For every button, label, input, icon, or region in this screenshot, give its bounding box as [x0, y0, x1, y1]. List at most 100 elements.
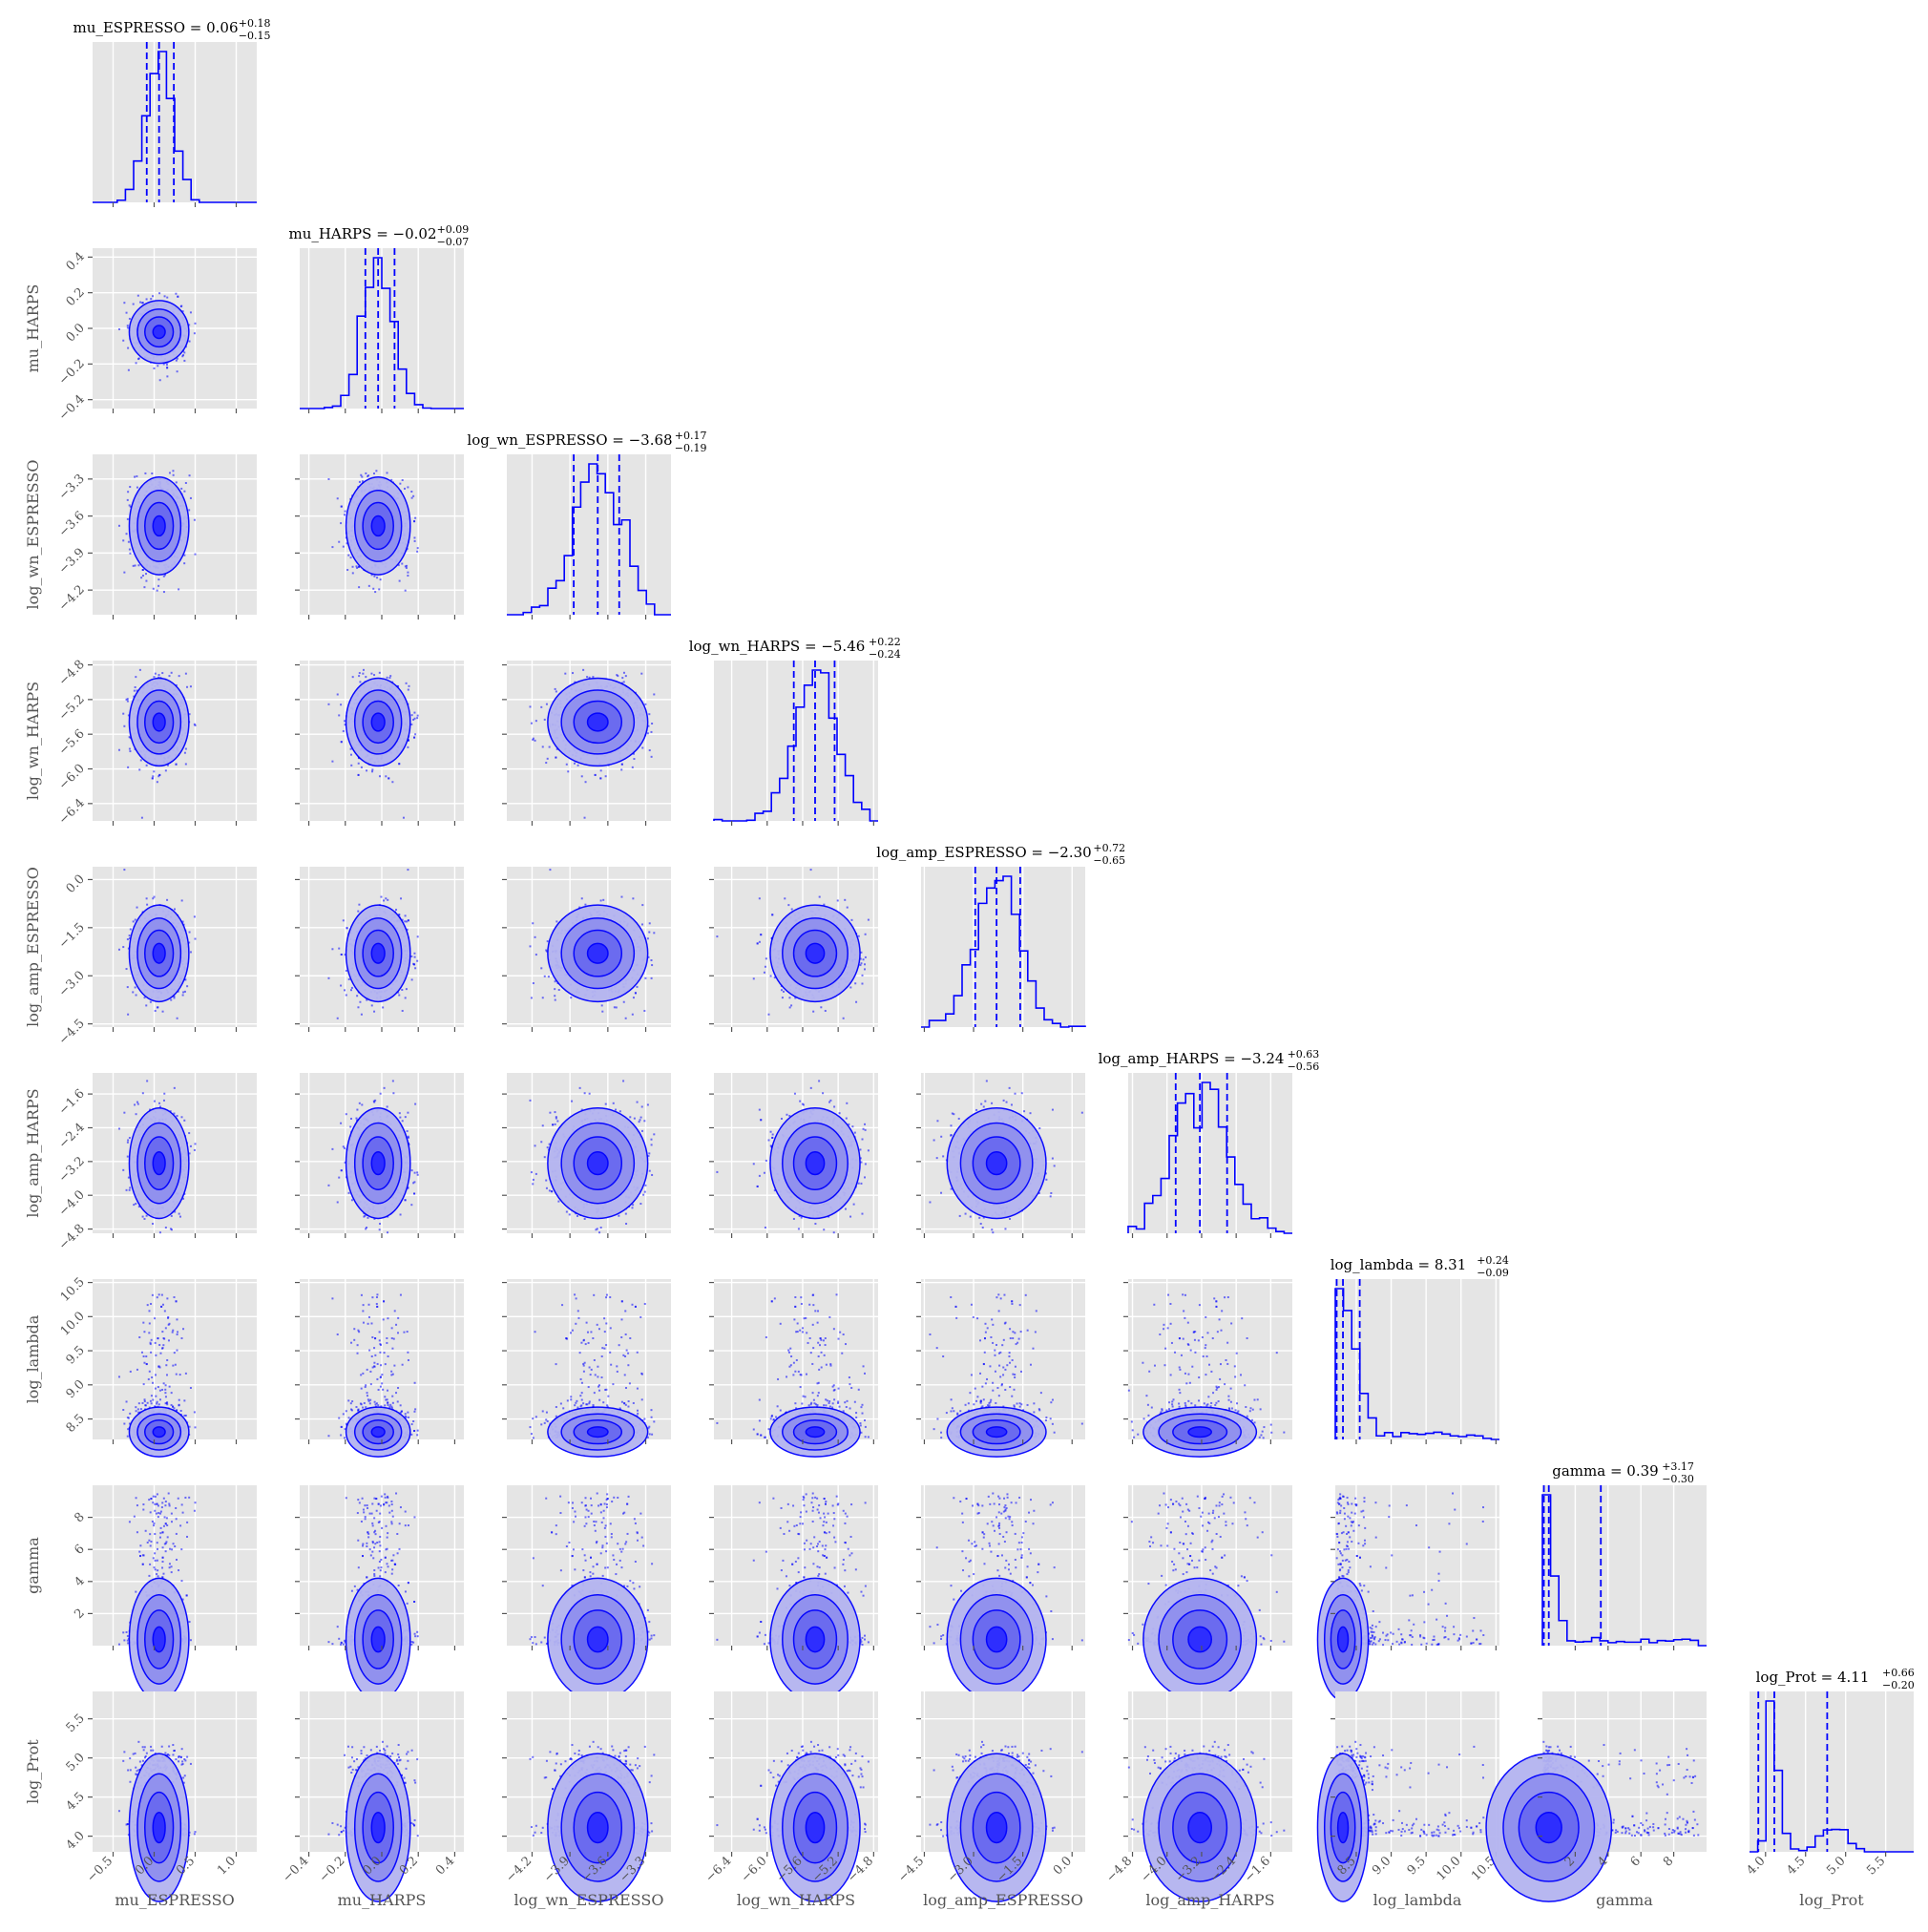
sample-point [162, 1011, 164, 1013]
sample-point [157, 781, 158, 783]
sample-point [413, 536, 415, 538]
sample-point [410, 724, 412, 725]
sample-point [139, 302, 141, 304]
sample-point [135, 919, 136, 921]
sample-point [181, 355, 183, 357]
sample-point [373, 576, 375, 578]
sample-point [347, 555, 349, 556]
sample-point [185, 748, 187, 750]
sample-point [350, 754, 352, 756]
panel-title-log_wn_ESPRESSO: log_wn_ESPRESSO = −3.68 [467, 431, 672, 449]
sample-point [161, 672, 163, 674]
sample-point [546, 704, 548, 705]
sample-point [338, 541, 340, 543]
sample-point [182, 991, 184, 993]
sample-point [146, 765, 148, 766]
sample-point [178, 675, 180, 677]
sample-point [376, 577, 378, 578]
sample-point [143, 586, 145, 588]
sample-point [358, 675, 360, 677]
sample-point [130, 928, 132, 930]
sample-point [337, 497, 339, 499]
sample-point [127, 325, 129, 326]
sample-point [359, 481, 361, 483]
sample-point [176, 764, 178, 766]
sample-point [132, 991, 134, 993]
sample-point [178, 588, 179, 590]
density-contour-4 [371, 515, 385, 536]
sample-point [138, 768, 140, 770]
density-contour-4 [153, 713, 165, 731]
panel-log_wn_HARPS-log_wn_HARPS: log_wn_HARPS = −5.46+0.22−0.24 [689, 636, 901, 826]
sample-point [142, 569, 144, 571]
sample-point [140, 577, 142, 578]
sample-point [184, 752, 186, 754]
y-tick-label: 0.0 [64, 321, 88, 345]
sample-point [371, 770, 373, 772]
sample-point [363, 669, 365, 671]
sample-point [359, 672, 361, 674]
sample-point [378, 588, 380, 590]
sample-point [605, 775, 607, 777]
sample-point [380, 578, 382, 580]
sample-point [138, 357, 140, 359]
sample-point [641, 746, 643, 748]
sample-point [379, 775, 381, 777]
sample-point [577, 765, 579, 766]
sample-point [582, 669, 584, 671]
sample-point [166, 297, 168, 299]
sample-point [122, 946, 124, 948]
sample-point [338, 714, 340, 716]
y-tick-label: −3.9 [56, 546, 88, 578]
sample-point [352, 676, 354, 678]
sample-point [183, 491, 185, 493]
sample-point [407, 572, 409, 574]
sample-point [555, 757, 556, 759]
sample-point [145, 580, 147, 582]
sample-point [616, 674, 618, 676]
sample-point [350, 748, 352, 750]
sample-point [531, 723, 533, 724]
sample-point [166, 367, 168, 368]
sample-point [183, 562, 185, 564]
title-upper-error: +0.17 [675, 430, 707, 442]
sample-point [416, 551, 418, 553]
sample-point [166, 375, 168, 377]
sample-point [135, 564, 136, 566]
sample-point [331, 546, 333, 548]
sample-point [153, 770, 155, 772]
sample-point [177, 1018, 178, 1019]
sample-point [180, 305, 182, 307]
sample-point [194, 519, 196, 521]
panel-log_wn_HARPS-log_wn_ESPRESSO [502, 661, 671, 826]
sample-point [171, 672, 173, 674]
sample-point [403, 817, 405, 819]
sample-point [409, 685, 410, 687]
sample-point [195, 938, 197, 940]
sample-point [190, 685, 192, 687]
sample-point [370, 673, 372, 675]
sample-point [358, 586, 360, 588]
panel-mu_HARPS-mu_HARPS: mu_HARPS = −0.02+0.09−0.07 [288, 223, 469, 413]
sample-point [535, 720, 537, 722]
sample-point [136, 907, 138, 909]
sample-point [387, 677, 388, 679]
sample-point [185, 673, 187, 675]
sample-point [413, 712, 415, 714]
y-tick-label: −6.0 [56, 762, 88, 793]
sample-point [168, 675, 170, 677]
sample-point [572, 672, 574, 674]
sample-point [408, 689, 409, 691]
sample-point [146, 298, 148, 300]
sample-point [633, 758, 635, 760]
sample-point [585, 781, 587, 783]
sample-point [190, 951, 192, 953]
title-upper-error: +0.09 [437, 223, 470, 236]
sample-point [127, 1014, 129, 1016]
sample-point [592, 676, 594, 678]
density-contour-4 [153, 515, 165, 536]
sample-point [360, 474, 362, 476]
sample-point [155, 1010, 157, 1012]
sample-point [169, 472, 171, 473]
